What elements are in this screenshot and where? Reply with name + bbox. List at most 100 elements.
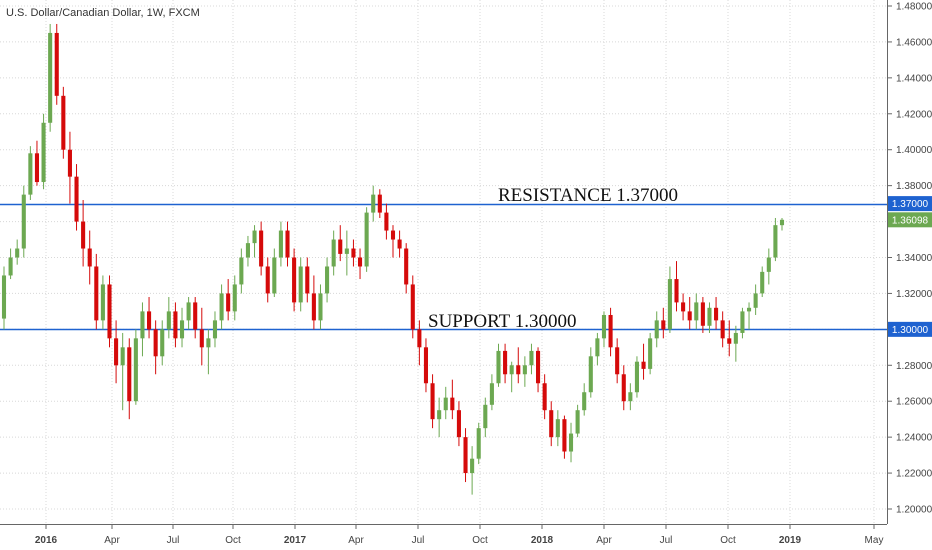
candle-down bbox=[107, 284, 112, 339]
candle-down bbox=[147, 311, 152, 330]
candle-up bbox=[100, 284, 105, 321]
candle-down bbox=[674, 279, 679, 303]
candle-down bbox=[153, 329, 158, 357]
x-tick-label: 2019 bbox=[779, 535, 802, 546]
candle-up bbox=[575, 410, 580, 434]
candle-down bbox=[714, 307, 719, 321]
candle-down bbox=[311, 293, 316, 321]
candle-up bbox=[219, 293, 224, 321]
candle-up bbox=[740, 311, 745, 333]
candle-up bbox=[779, 219, 785, 226]
candle-down bbox=[720, 320, 725, 339]
support-label: SUPPORT 1.30000 bbox=[428, 311, 576, 332]
candle-up bbox=[245, 243, 250, 258]
y-tick-label: 1.28000 bbox=[896, 361, 932, 372]
x-tick-label: Apr bbox=[104, 535, 120, 546]
candle-up bbox=[41, 122, 46, 183]
candle-up bbox=[318, 293, 323, 321]
y-axis: 1.20000 1.22000 1.24000 1.26000 1.28000 1.300… bbox=[887, 2, 932, 516]
candle-up bbox=[1, 275, 7, 319]
y-tick-label: 1.38000 bbox=[896, 181, 932, 192]
candle-up bbox=[331, 239, 336, 267]
x-axis: 2016 Apr Jul Oct 2017 Apr Jul Oct 2018 Apr Jul Oct 2… bbox=[35, 524, 883, 546]
candle-down bbox=[397, 239, 402, 249]
candle-down bbox=[404, 248, 409, 285]
grid bbox=[0, 0, 887, 524]
candle-up bbox=[344, 248, 349, 254]
candle-up bbox=[753, 293, 758, 308]
candle-up bbox=[470, 458, 475, 474]
candle-down bbox=[67, 149, 72, 177]
candle-down bbox=[687, 311, 692, 321]
candle-up bbox=[582, 392, 587, 411]
price-badge-label: 1.37000 bbox=[892, 199, 929, 210]
candle-up bbox=[766, 257, 771, 272]
candle-up bbox=[371, 194, 376, 213]
candle-down bbox=[661, 320, 666, 330]
x-tick-label: Apr bbox=[596, 535, 612, 546]
y-tick-label: 1.44000 bbox=[896, 73, 932, 84]
candle-up bbox=[21, 194, 26, 249]
candle-down bbox=[456, 410, 461, 438]
candle-down bbox=[338, 239, 343, 254]
candle-down bbox=[516, 365, 521, 375]
candle-up bbox=[476, 428, 481, 459]
candle-down bbox=[193, 302, 198, 330]
candle-down bbox=[259, 230, 264, 267]
candle-up bbox=[634, 361, 639, 393]
y-tick-label: 1.34000 bbox=[896, 253, 932, 264]
candle-down bbox=[292, 257, 297, 303]
candle-up bbox=[496, 350, 501, 384]
x-tick-label: 2016 bbox=[35, 535, 58, 546]
y-tick-label: 1.20000 bbox=[896, 505, 932, 516]
y-tick-label: 1.24000 bbox=[896, 433, 932, 444]
candle-up bbox=[648, 338, 653, 369]
candle-down bbox=[430, 383, 435, 420]
candle-up bbox=[160, 329, 165, 357]
candle-down bbox=[377, 194, 382, 213]
candle-up bbox=[522, 365, 527, 375]
x-tick-label: Oct bbox=[225, 535, 241, 546]
candle-down bbox=[54, 32, 59, 96]
y-tick-label: 1.32000 bbox=[896, 289, 932, 300]
candle-up bbox=[437, 410, 442, 420]
chart-title: U.S. Dollar/Canadian Dollar, 1W, FXCM bbox=[6, 7, 200, 19]
resistance-label: RESISTANCE 1.37000 bbox=[498, 185, 678, 206]
candle-down bbox=[305, 266, 310, 294]
x-tick-label: 2018 bbox=[531, 535, 554, 546]
candle-down bbox=[463, 437, 468, 474]
x-tick-label: Apr bbox=[348, 535, 364, 546]
candle-down bbox=[61, 95, 66, 150]
candle-down bbox=[384, 212, 389, 231]
price-badge-label: 1.30000 bbox=[892, 325, 929, 336]
candle-up bbox=[28, 153, 33, 195]
candle-down bbox=[351, 248, 356, 258]
candle-up bbox=[601, 314, 607, 339]
candle-up bbox=[212, 320, 218, 339]
price-badge bbox=[888, 212, 932, 228]
x-tick-label: Oct bbox=[720, 535, 736, 546]
candle-up bbox=[206, 338, 211, 348]
price-badge bbox=[888, 321, 932, 337]
candle-down bbox=[621, 374, 626, 402]
candle-up bbox=[588, 356, 593, 393]
candle-down bbox=[423, 347, 429, 384]
candle-up bbox=[489, 383, 494, 405]
candle-down bbox=[226, 293, 231, 312]
candle-down bbox=[700, 302, 705, 326]
y-tick-label: 1.42000 bbox=[896, 109, 932, 120]
candle-up bbox=[232, 284, 237, 312]
candle-down bbox=[450, 397, 455, 411]
candle-down bbox=[34, 153, 40, 183]
candle-down bbox=[199, 329, 204, 348]
candle-up bbox=[568, 433, 574, 452]
candle-down bbox=[74, 176, 79, 222]
candle-down bbox=[81, 221, 86, 249]
candle-up bbox=[8, 257, 13, 276]
candle-up bbox=[166, 311, 171, 330]
candle-up bbox=[529, 350, 534, 366]
candle-down bbox=[727, 338, 732, 344]
level-lines bbox=[0, 203, 887, 331]
candle-down bbox=[94, 266, 99, 321]
